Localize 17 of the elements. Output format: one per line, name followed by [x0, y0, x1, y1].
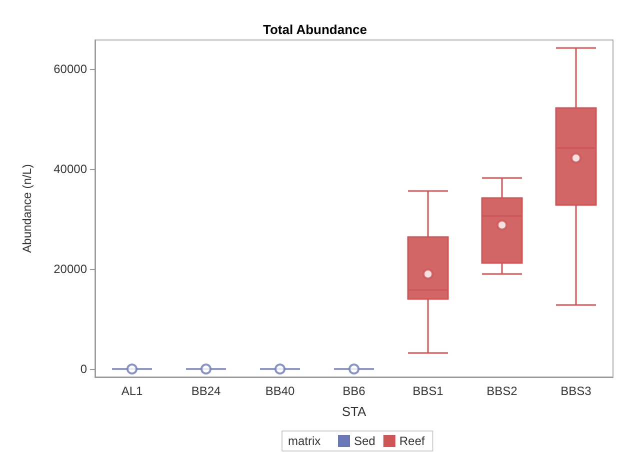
- x-tick-label: BBS2: [486, 384, 518, 398]
- y-tick-label: 20000: [54, 262, 88, 276]
- y-tick-label: 60000: [54, 62, 88, 76]
- x-tick-label: BBS1: [412, 384, 444, 398]
- x-tick-label: BB6: [342, 384, 366, 398]
- x-tick-label: AL1: [121, 384, 143, 398]
- x-axis-title: STA: [342, 404, 366, 419]
- y-tick-label: 40000: [54, 162, 88, 176]
- y-axis-title: Abundance (n/L): [20, 164, 34, 253]
- legend-label: Sed: [354, 434, 376, 448]
- legend-title: matrix: [288, 434, 321, 448]
- x-tick-label: BB40: [265, 384, 295, 398]
- chart-title: Total Abundance: [263, 22, 367, 37]
- x-tick-label: BB24: [191, 384, 221, 398]
- legend-label: Reef: [399, 434, 426, 448]
- x-tick-label: BBS3: [560, 384, 592, 398]
- y-tick-label: 0: [80, 362, 88, 376]
